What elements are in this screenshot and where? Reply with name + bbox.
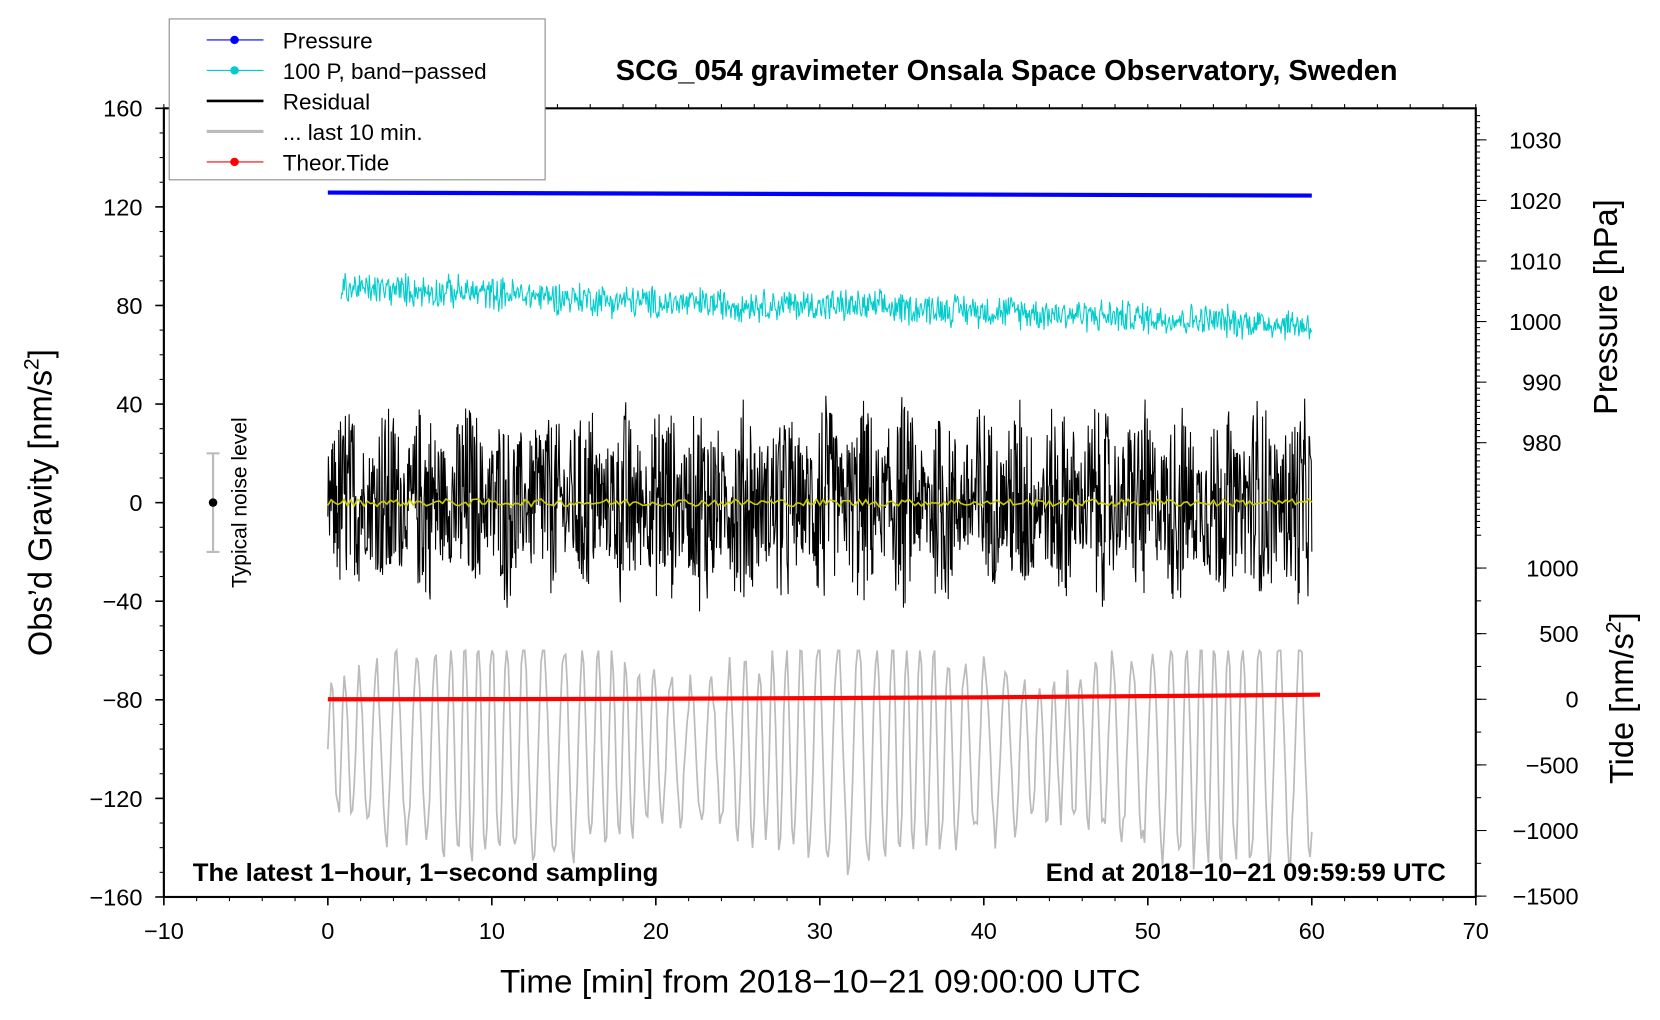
series-residual [327,395,1313,612]
noise-level-point [208,498,218,507]
legend-label: Residual [283,90,370,115]
pressure-tick-label: 1010 [1509,249,1561,275]
legend-marker [230,35,239,45]
pressure-tick-label: 1000 [1509,309,1561,335]
y-axis-label-end: ] [21,349,58,358]
y-axis-label: Obs’d Gravity [nm/s2] [20,349,58,656]
series-band-passed [340,273,1313,341]
y-axis-label-main: Obs’d Gravity [nm/s [21,370,58,656]
x-tick-label: −10 [144,918,184,944]
legend-box [168,18,546,181]
legend-marker [230,157,239,167]
tide-axis-label-end: ] [1603,612,1640,621]
y-tick-label: 40 [116,392,142,418]
tide-axis-label-main: Tide [nm/s [1603,633,1640,784]
y-tick-label: −80 [103,687,143,713]
x-tick-label: 60 [1299,918,1325,944]
series-theor-tide [327,692,1321,702]
x-tick-label: 20 [643,918,669,944]
series-last-10-min [326,647,1313,876]
x-axis-label: Time [min] from 2018−10−21 09:00:00 UTC [500,963,1141,1000]
x-tick-label: 70 [1463,918,1489,944]
tide-tick-label: 0 [1566,687,1579,713]
tide-tick-label: 1000 [1526,556,1578,582]
x-tick-label: 40 [971,918,997,944]
y-tick-label: −120 [89,786,142,812]
x-tick-label: 10 [479,918,505,944]
ticks-layer: −10 0 10 20 30 40 50 60 7016012080400−40−80−120−… [89,96,1578,944]
pressure-tick-label: 980 [1522,430,1561,456]
chart-title: SCG_054 gravimeter Onsala Space Observat… [616,55,1398,87]
noise-level-label: Typical noise level [228,417,251,588]
x-tick-label: 50 [1135,918,1161,944]
y-tick-label: −160 [89,885,142,911]
series-residual-smoothed [327,497,1313,508]
pressure-tick-label: 990 [1522,370,1561,396]
series-layer [206,190,1321,876]
tide-tick-label: −500 [1526,753,1579,779]
tide-tick-label: −1000 [1512,818,1578,844]
pressure-tick-label: 1030 [1509,127,1561,153]
tide-axis-label: Tide [nm/s2] [1602,612,1640,784]
x-tick-label: 30 [807,918,833,944]
x-tick-label: 0 [321,918,334,944]
y-tick-label: 0 [129,490,142,516]
tide-tick-label: 500 [1539,621,1578,647]
legend-label: Theor.Tide [283,151,390,176]
y-tick-label: 80 [116,293,142,319]
legend-label: 100 P, band−passed [283,59,487,84]
y-axis-label-sup: 2 [20,358,43,370]
tide-axis-label-sup: 2 [1602,621,1625,633]
annotation-end-time: End at 2018−10−21 09:59:59 UTC [1046,859,1446,887]
series-pressure [327,190,1312,198]
legend-label: Pressure [283,29,373,54]
pressure-axis-label: Pressure [hPa] [1587,199,1624,415]
legend-label: ... last 10 min. [283,120,423,145]
y-tick-label: 120 [103,194,142,220]
y-tick-label: 160 [103,96,142,122]
legend: Pressure 100 P, band−passed Residual ... la… [168,18,546,181]
annotation-sampling: The latest 1−hour, 1−second sampling [193,859,659,887]
y-tick-label: −40 [103,589,143,615]
pressure-tick-label: 1020 [1509,188,1561,214]
tide-tick-label: −1500 [1512,884,1578,910]
legend-marker [230,66,239,75]
